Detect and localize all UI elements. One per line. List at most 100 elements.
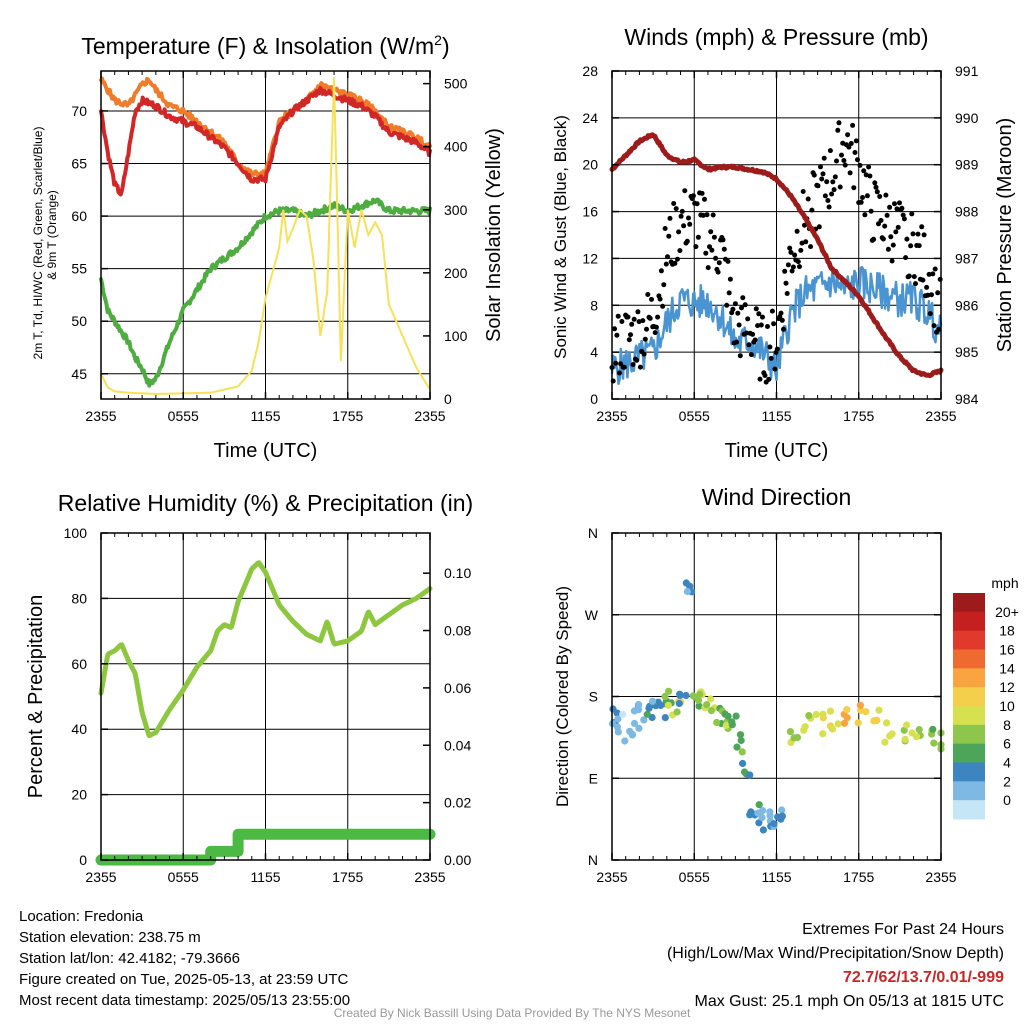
gust-point (873, 184, 879, 190)
gust-point (848, 141, 854, 146)
direction-point (812, 710, 820, 719)
gust-point (935, 290, 941, 296)
y2-tick-label: 100 (444, 328, 468, 344)
y2-tick-label: 400 (444, 139, 468, 155)
colorbar-label: 12 (999, 679, 1015, 695)
colorbar-swatch (953, 611, 985, 632)
gust-point (713, 255, 719, 261)
gust-point (625, 314, 631, 320)
y-tick-label: 12 (582, 250, 598, 266)
gust-point (742, 302, 748, 308)
direction-point (657, 701, 665, 710)
gust-point (853, 138, 859, 144)
gust-point (794, 228, 800, 234)
direction-point (673, 708, 681, 716)
y2-tick-label: 984 (955, 391, 979, 407)
gust-point (788, 249, 794, 255)
y-tick-label: E (589, 770, 598, 786)
y-tick-label: 16 (582, 204, 598, 220)
gust-point (641, 351, 647, 357)
extremes-subtitle: (High/Low/Max Wind/Precipitation/Snow De… (666, 945, 1004, 962)
gust-point (850, 122, 856, 128)
direction-point (786, 728, 795, 736)
y-axis-label-right: Station Pressure (Maroon) (994, 118, 1016, 353)
colorbar-swatch (953, 800, 985, 820)
gust-point (802, 222, 807, 228)
gust-point (653, 324, 659, 330)
y-tick-label: 60 (71, 208, 87, 224)
x-tick-label: 0555 (679, 869, 710, 885)
direction-point (903, 721, 911, 729)
gust-point (768, 355, 774, 361)
y2-tick-label: 988 (955, 204, 979, 220)
gust-point (798, 247, 804, 253)
gust-point (916, 243, 922, 249)
direction-point (826, 707, 835, 715)
y-tick-label: 28 (582, 63, 598, 79)
gust-point (640, 318, 646, 324)
colorbar-label: 16 (999, 642, 1015, 658)
direction-point (777, 815, 785, 823)
x-tick-label: 2355 (925, 869, 956, 885)
gust-point (740, 295, 746, 301)
gust-point (808, 244, 814, 250)
humidity-line (98, 560, 433, 739)
colorbar-label: 4 (1003, 755, 1011, 771)
colorbar-swatch (953, 649, 985, 669)
gust-point (724, 302, 730, 308)
gust-point (660, 303, 666, 309)
gust-point (937, 276, 943, 282)
direction-point (635, 701, 643, 709)
gust-point (785, 262, 791, 268)
gust-point (612, 326, 617, 332)
gust-point (864, 193, 870, 199)
x-tick-label: 2355 (85, 408, 116, 424)
direction-point (746, 811, 754, 819)
gust-point (674, 256, 680, 262)
gust-point (847, 170, 853, 176)
gust-point (629, 321, 635, 327)
gust-point (721, 246, 727, 252)
y2-tick-label: 500 (444, 76, 468, 92)
chart-title: Winds (mph) & Pressure (mb) (624, 24, 928, 50)
gust-point (700, 212, 706, 218)
gust-point (781, 326, 786, 332)
y-tick-label: W (585, 607, 599, 623)
gust-point (920, 277, 926, 283)
series-line (99, 85, 432, 197)
gust-point (737, 353, 743, 359)
direction-point (875, 706, 883, 714)
direction-point (732, 712, 740, 720)
y2-tick-label: 0.08 (444, 623, 471, 639)
gust-point (887, 204, 893, 210)
gust-point (926, 271, 932, 277)
colorbar-swatch (953, 724, 985, 745)
gust-point (784, 291, 790, 296)
y-axis-label: 2m T, Td, HI/WC (Red, Green, Scarlet/Blu… (31, 127, 45, 360)
gust-point (616, 370, 622, 376)
gust-point (910, 231, 916, 237)
gust-point (679, 208, 685, 214)
gust-point (919, 224, 925, 230)
y-axis-label: Percent & Precipitation (25, 595, 47, 798)
y2-tick-label: 0.00 (444, 852, 471, 868)
gust-point (695, 234, 701, 240)
gust-point (858, 199, 864, 205)
y-tick-label: 65 (71, 156, 87, 172)
x-axis-label: Time (UTC) (214, 440, 318, 462)
direction-point (872, 716, 881, 724)
x-tick-label: 1155 (250, 408, 280, 424)
direction-point (828, 725, 837, 733)
y2-tick-label: 986 (955, 297, 979, 313)
colorbar-swatch (953, 781, 985, 801)
direction-point (614, 715, 622, 723)
direction-point (643, 710, 651, 718)
colorbar-swatch (953, 762, 985, 782)
gust-point (778, 310, 784, 316)
gust-point (903, 255, 909, 261)
colorbar-label: 18 (999, 623, 1015, 639)
direction-point (736, 731, 745, 739)
direction-point (661, 692, 669, 701)
created-text: Figure created on Tue, 2025-05-13, at 23… (19, 971, 349, 988)
gust-point (744, 330, 749, 336)
